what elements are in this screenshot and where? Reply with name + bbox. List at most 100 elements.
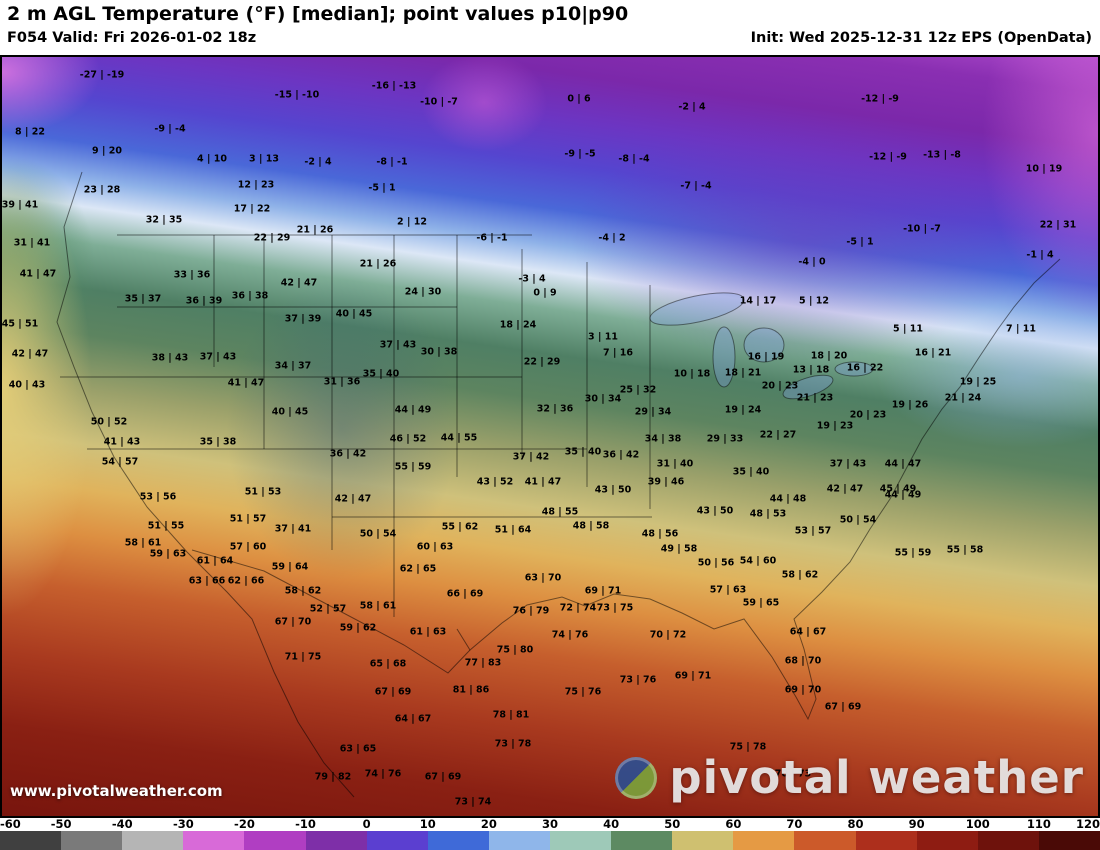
point-value: 31 | 36 xyxy=(323,376,361,388)
point-value: 46 | 52 xyxy=(389,433,427,445)
point-value: 73 | 75 xyxy=(596,602,634,614)
point-value: 36 | 39 xyxy=(185,295,223,307)
point-value: 41 | 47 xyxy=(19,268,57,280)
colorbar-segment xyxy=(61,831,123,850)
model-init-time: Init: Wed 2025-12-31 12z EPS (OpenData) xyxy=(750,30,1092,46)
point-value: 50 | 54 xyxy=(839,514,877,526)
map-area: -27 | -19 -15 | -10 -16 | -13 -10 | -7 0 | 6… xyxy=(0,55,1100,818)
point-value: 20 | 23 xyxy=(761,380,799,392)
point-value: 70 | 73 xyxy=(774,768,812,780)
point-value: 53 | 56 xyxy=(139,491,177,503)
point-value: 32 | 36 xyxy=(536,403,574,415)
point-value: 48 | 55 xyxy=(541,506,579,518)
colorbar-tick: 50 xyxy=(664,817,681,831)
point-value: 21 | 24 xyxy=(944,392,982,404)
colorbar-segment xyxy=(1038,831,1100,850)
point-value: 59 | 62 xyxy=(339,622,377,634)
point-value: 44 | 48 xyxy=(769,493,807,505)
colorbar-tick: 70 xyxy=(786,817,803,831)
point-value: 37 | 41 xyxy=(274,523,312,535)
colorbar-tick: 40 xyxy=(603,817,620,831)
point-value: -12 | -9 xyxy=(869,151,907,163)
point-value: 67 | 69 xyxy=(424,771,462,783)
point-value: 36 | 42 xyxy=(602,449,640,461)
point-value: 42 | 47 xyxy=(280,277,318,289)
point-value: 22 | 29 xyxy=(253,232,291,244)
point-value: 67 | 69 xyxy=(374,686,412,698)
point-value: 63 | 66 xyxy=(188,575,226,587)
point-value: 18 | 21 xyxy=(724,367,762,379)
colorbar-tick: -10 xyxy=(295,817,316,831)
colorbar-tick: 100 xyxy=(965,817,990,831)
point-value: 37 | 43 xyxy=(379,339,417,351)
point-value: -10 | -7 xyxy=(903,223,941,235)
colorbar-tick: -20 xyxy=(234,817,255,831)
point-value: -16 | -13 xyxy=(371,80,417,92)
point-value: 70 | 72 xyxy=(649,629,687,641)
point-value: 69 | 70 xyxy=(784,684,822,696)
point-value: 29 | 34 xyxy=(634,406,672,418)
point-value: 22 | 31 xyxy=(1039,219,1077,231)
point-value: 40 | 45 xyxy=(271,406,309,418)
point-value: 51 | 53 xyxy=(244,486,282,498)
point-value: 55 | 59 xyxy=(394,461,432,473)
point-value: 66 | 69 xyxy=(446,588,484,600)
point-value: 7 | 11 xyxy=(1006,323,1036,335)
point-value: 34 | 37 xyxy=(274,360,312,372)
point-value: 72 | 74 xyxy=(559,602,597,614)
point-value: 0 | 6 xyxy=(567,93,591,105)
point-value: 3 | 13 xyxy=(249,153,279,165)
point-value: 35 | 40 xyxy=(732,466,770,478)
point-value: 42 | 47 xyxy=(826,483,864,495)
point-value: 36 | 42 xyxy=(329,448,367,460)
point-value: 36 | 38 xyxy=(231,290,269,302)
point-value: -5 | 1 xyxy=(368,182,396,194)
colorbar-segment xyxy=(977,831,1039,850)
point-value: 43 | 50 xyxy=(594,484,632,496)
point-value: 58 | 62 xyxy=(284,585,322,597)
point-value: -10 | -7 xyxy=(420,96,458,108)
map-title: 2 m AGL Temperature (°F) [median]; point… xyxy=(7,3,629,25)
pivotal-logo-icon xyxy=(615,756,658,799)
point-value: 10 | 18 xyxy=(673,368,711,380)
point-value: 22 | 29 xyxy=(523,356,561,368)
point-value: 52 | 57 xyxy=(309,603,347,615)
colorbar-segment xyxy=(549,831,612,850)
colorbar-tick: 60 xyxy=(725,817,742,831)
point-value: 75 | 76 xyxy=(564,686,602,698)
point-value: 29 | 33 xyxy=(706,433,744,445)
point-value: 48 | 53 xyxy=(749,508,787,520)
point-value: 43 | 50 xyxy=(696,505,734,517)
point-value: 45 | 51 xyxy=(1,318,39,330)
point-value: 41 | 43 xyxy=(103,436,141,448)
point-value: -4 | 2 xyxy=(598,232,626,244)
point-value: 41 | 47 xyxy=(524,476,562,488)
colorbar-segment xyxy=(244,831,306,850)
point-value: 58 | 62 xyxy=(781,569,819,581)
point-value: 19 | 26 xyxy=(891,399,929,411)
point-value: 12 | 23 xyxy=(237,179,275,191)
point-value: 77 | 83 xyxy=(464,657,502,669)
point-value: -1 | 4 xyxy=(1026,249,1054,261)
point-value: 16 | 21 xyxy=(914,347,952,359)
colorbar-tick: 0 xyxy=(362,817,371,831)
point-value: 51 | 55 xyxy=(147,520,185,532)
colorbar-tick: 20 xyxy=(480,817,497,831)
colorbar-segment xyxy=(366,831,428,850)
point-value: -6 | -1 xyxy=(476,232,508,244)
point-value: 63 | 70 xyxy=(524,572,562,584)
point-value: -7 | -4 xyxy=(680,180,712,192)
point-value: 10 | 19 xyxy=(1025,163,1063,175)
point-value: 21 | 26 xyxy=(359,258,397,270)
point-value: 45 | 49 xyxy=(879,483,917,495)
map-header: 2 m AGL Temperature (°F) [median]; point… xyxy=(0,0,1100,55)
point-value: 44 | 47 xyxy=(884,458,922,470)
colorbar-ticks: -60 -50 -40 -30 -20 -10 0 10 20 30 40 50 60 70 80 90 100… xyxy=(0,818,1100,831)
point-value: 75 | 80 xyxy=(496,644,534,656)
colorbar-tick: 30 xyxy=(541,817,559,831)
point-value: 41 | 47 xyxy=(227,377,265,389)
point-value: 44 | 55 xyxy=(440,432,478,444)
point-value: -5 | 1 xyxy=(846,236,874,248)
point-value: 40 | 45 xyxy=(335,308,373,320)
